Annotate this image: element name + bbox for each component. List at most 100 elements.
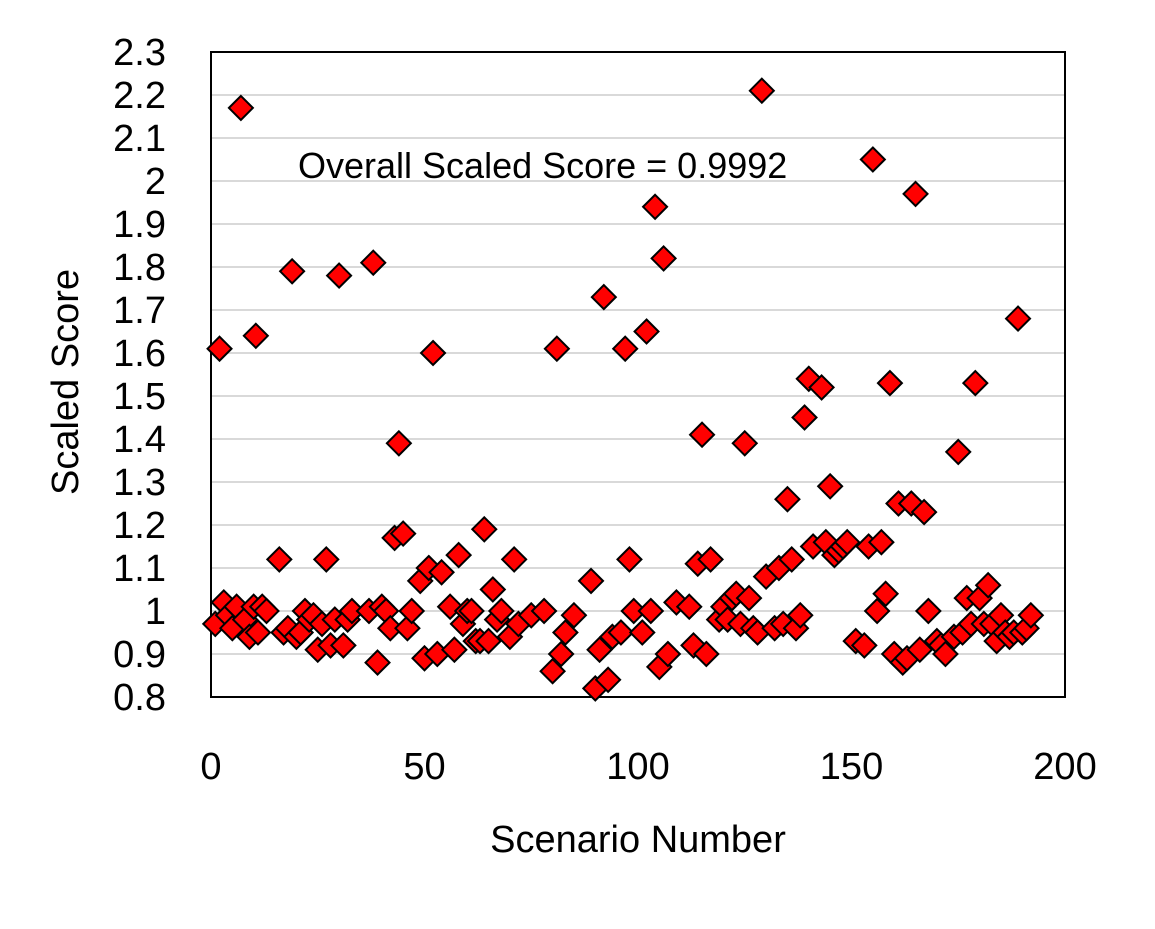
data-point <box>547 640 575 668</box>
x-axis-title: Scenario Number <box>490 819 786 861</box>
data-point <box>633 318 660 345</box>
y-tick-label: 1.5 <box>113 376 166 418</box>
data-point <box>385 429 413 457</box>
data-point <box>637 597 665 625</box>
y-axis-title: Scaled Score <box>45 269 87 495</box>
data-point <box>641 193 669 221</box>
data-point <box>428 558 455 586</box>
data-point <box>312 545 340 573</box>
data-point <box>850 631 878 659</box>
plot-area-border <box>210 51 1066 698</box>
data-point <box>731 429 759 457</box>
data-point <box>586 636 613 664</box>
data-point <box>791 404 818 431</box>
data-point <box>487 597 515 625</box>
y-tick-label: 1.8 <box>113 247 166 289</box>
y-tick-label: 2 <box>145 161 166 203</box>
data-point <box>445 541 473 569</box>
data-point <box>364 649 391 677</box>
data-point <box>242 322 270 350</box>
data-point <box>774 485 801 513</box>
data-point <box>479 576 507 603</box>
data-point <box>675 593 703 621</box>
data-point <box>265 545 293 573</box>
data-point <box>906 636 934 664</box>
data-point <box>551 619 579 646</box>
data-point <box>419 339 447 367</box>
data-point <box>475 627 502 655</box>
data-point <box>530 597 558 625</box>
data-point <box>244 619 272 646</box>
data-point <box>594 666 622 694</box>
data-point <box>786 601 814 629</box>
data-point <box>872 580 900 608</box>
data-point <box>688 421 716 449</box>
x-axis-ticks: 0 50 100 150 200 <box>200 746 1096 788</box>
y-axis-ticks: 0.80.911.11.21.31.41.51.61.71.81.922.12.… <box>113 32 166 719</box>
data-point <box>735 584 763 612</box>
data-point <box>650 244 678 272</box>
data-point <box>398 597 426 625</box>
x-tick-label: 50 <box>403 746 445 788</box>
y-tick-label: 2.2 <box>113 75 166 117</box>
y-tick-label: 1.2 <box>113 505 166 547</box>
y-tick-label: 1.9 <box>113 204 166 246</box>
data-point <box>876 369 904 397</box>
data-point <box>440 636 468 664</box>
data-point <box>389 520 417 548</box>
y-tick-label: 1.4 <box>113 419 166 461</box>
data-point <box>539 657 567 685</box>
data-point <box>560 601 588 629</box>
data-point <box>206 335 233 363</box>
x-tick-label: 100 <box>606 746 669 788</box>
y-tick-label: 1.1 <box>113 548 166 590</box>
data-point <box>961 369 989 397</box>
data-point <box>833 528 861 556</box>
data-point <box>914 597 942 625</box>
data-point <box>944 438 972 466</box>
data-point <box>1017 601 1045 629</box>
data-point <box>458 597 485 625</box>
data-point <box>543 335 571 363</box>
data-point <box>607 619 635 646</box>
data-point <box>500 545 528 573</box>
data-point <box>329 631 357 659</box>
data-point <box>325 262 353 290</box>
data-point <box>577 567 605 595</box>
data-point <box>778 545 806 573</box>
y-tick-label: 1.6 <box>113 333 166 375</box>
data-point <box>748 77 776 105</box>
data-point <box>253 597 280 625</box>
data-point <box>278 257 306 285</box>
data-point <box>910 498 938 526</box>
data-point <box>974 571 1002 599</box>
y-tick-label: 1.7 <box>113 290 166 332</box>
data-point <box>816 472 844 500</box>
x-tick-label: 200 <box>1033 746 1096 788</box>
x-tick-label: 150 <box>820 746 883 788</box>
data-point <box>859 146 887 173</box>
data-points <box>201 77 1045 702</box>
data-point <box>808 373 836 401</box>
data-point <box>616 545 643 573</box>
data-point <box>359 249 387 277</box>
data-point <box>697 545 725 573</box>
x-tick-label: 0 <box>200 746 221 788</box>
data-point <box>654 640 682 668</box>
data-point <box>227 94 255 122</box>
data-point <box>470 515 498 543</box>
gridlines <box>211 51 1065 655</box>
y-tick-label: 0.8 <box>113 677 166 719</box>
data-point <box>863 597 891 625</box>
y-tick-label: 2.3 <box>113 32 166 74</box>
data-point <box>867 528 895 556</box>
data-point <box>932 640 959 668</box>
overall-score-annotation: Overall Scaled Score = 0.9992 <box>298 145 787 186</box>
data-point <box>628 619 656 646</box>
y-tick-label: 1.3 <box>113 462 166 504</box>
y-tick-label: 0.9 <box>113 634 166 676</box>
data-point <box>692 640 720 668</box>
data-point <box>902 180 929 208</box>
